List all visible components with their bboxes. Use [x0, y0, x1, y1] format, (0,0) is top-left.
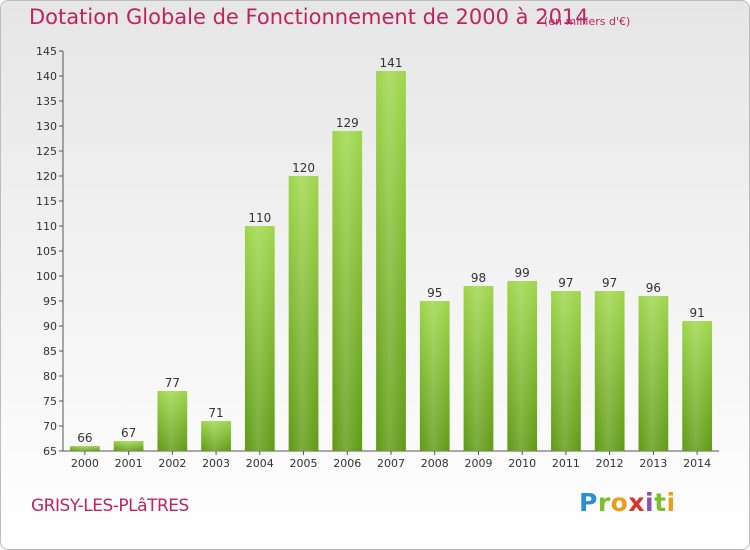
x-tick-label: 2009 — [464, 457, 492, 470]
y-tick-label: 90 — [43, 320, 57, 333]
proxiti-logo[interactable]: Proxiti — [579, 488, 676, 517]
y-tick-label: 75 — [43, 395, 57, 408]
x-tick-label: 2007 — [377, 457, 405, 470]
bar-shine-2006 — [332, 131, 363, 451]
y-tick-label: 140 — [36, 70, 57, 83]
data-label-2013: 96 — [646, 281, 661, 295]
x-tick-label: 2011 — [552, 457, 580, 470]
bar-shine-2003 — [201, 421, 231, 451]
x-tick-label: 2004 — [246, 457, 274, 470]
data-label-2012: 97 — [602, 276, 617, 290]
data-label-2011: 97 — [558, 276, 573, 290]
y-tick-label: 120 — [36, 170, 57, 183]
bar-shine-2002 — [157, 391, 188, 451]
y-tick-label: 85 — [43, 345, 57, 358]
x-tick-label: 2000 — [71, 457, 99, 470]
data-label-2007: 141 — [380, 56, 403, 70]
y-tick-label: 145 — [36, 45, 57, 58]
x-tick-label: 2014 — [683, 457, 711, 470]
y-tick-label: 125 — [36, 145, 57, 158]
data-label-2009: 98 — [471, 271, 486, 285]
bar-shine-2013 — [638, 296, 669, 451]
data-label-2010: 99 — [515, 266, 530, 280]
data-label-2014: 91 — [689, 306, 704, 320]
x-tick-label: 2005 — [290, 457, 318, 470]
data-label-2000: 66 — [77, 431, 92, 445]
x-tick-label: 2002 — [158, 457, 186, 470]
bar-shine-2014 — [682, 321, 713, 451]
y-tick-label: 105 — [36, 245, 57, 258]
y-tick-label: 95 — [43, 295, 57, 308]
y-tick-label: 80 — [43, 370, 57, 383]
y-tick-label: 70 — [43, 420, 57, 433]
data-label-2002: 77 — [165, 376, 180, 390]
data-label-2001: 67 — [121, 426, 136, 440]
bar-shine-2009 — [463, 286, 494, 451]
data-label-2008: 95 — [427, 286, 442, 300]
x-tick-label: 2008 — [421, 457, 449, 470]
x-tick-label: 2001 — [115, 457, 143, 470]
data-label-2006: 129 — [336, 116, 359, 130]
y-tick-label: 135 — [36, 95, 57, 108]
x-tick-label: 2013 — [639, 457, 667, 470]
x-tick-label: 2010 — [508, 457, 536, 470]
bar-shine-2004 — [244, 226, 275, 451]
bar-shine-2012 — [594, 291, 625, 451]
chart-title: Dotation Globale de Fonctionnement de 20… — [29, 5, 589, 29]
bar-shine-2007 — [376, 71, 406, 451]
bar-shine-2000 — [69, 446, 100, 451]
bar-shine-2001 — [113, 441, 144, 451]
x-tick-label: 2003 — [202, 457, 230, 470]
x-tick-label: 2012 — [596, 457, 624, 470]
bar-shine-2005 — [288, 176, 319, 451]
data-label-2005: 120 — [292, 161, 315, 175]
x-tick-label: 2006 — [333, 457, 361, 470]
y-tick-label: 115 — [36, 195, 57, 208]
bar-shine-2008 — [419, 301, 450, 451]
y-tick-label: 100 — [36, 270, 57, 283]
data-label-2004: 110 — [248, 211, 271, 225]
place-name: GRISY-LES-PLâTRES — [31, 496, 189, 516]
y-tick-label: 130 — [36, 120, 57, 133]
y-tick-label: 65 — [43, 445, 57, 458]
bar-shine-2011 — [551, 291, 581, 451]
bar-shine-2010 — [507, 281, 538, 451]
data-label-2003: 71 — [208, 406, 223, 420]
y-tick-label: 110 — [36, 220, 57, 233]
chart-subtitle: (en milliers d'€) — [544, 15, 631, 28]
